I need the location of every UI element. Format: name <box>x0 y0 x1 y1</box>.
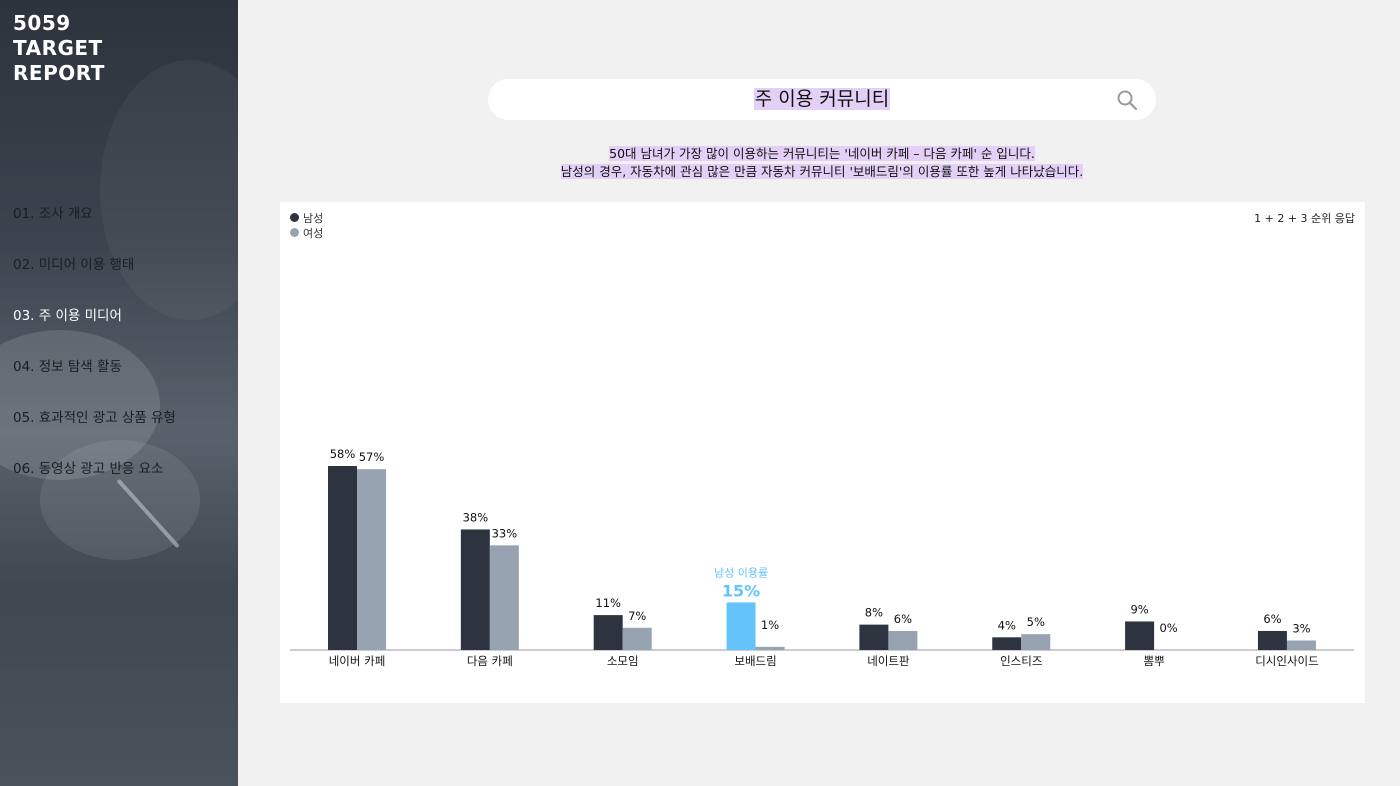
legend-item-male: 남성 <box>290 210 323 225</box>
background-figure-shape <box>100 60 238 320</box>
brand-line-3: REPORT <box>13 61 105 85</box>
data-label-male: 8% <box>865 606 883 620</box>
bar-female <box>888 630 918 650</box>
bar-male <box>1257 630 1287 650</box>
highlight-caption: 남성 이용률 <box>714 566 768 579</box>
bar-male <box>992 637 1022 650</box>
legend-label-female: 여성 <box>303 226 324 240</box>
description-line-1: 50대 남녀가 가장 많이 이용하는 커뮤니티는 '네이버 카페 – 다음 카페… <box>609 146 1035 161</box>
category-label: 네이트판 <box>867 654 910 668</box>
data-label-female: 57% <box>359 450 385 464</box>
bar-female <box>1286 640 1316 650</box>
sidebar-nav: 01. 조사 개요 02. 미디어 이용 행태 03. 주 이용 미디어 04.… <box>13 203 176 509</box>
search-icon[interactable] <box>1116 89 1138 111</box>
nav-item-media-usage[interactable]: 02. 미디어 이용 행태 <box>13 257 135 273</box>
data-label-male: 58% <box>330 447 356 461</box>
data-label-male: 11% <box>595 596 621 610</box>
chart-note: 1 + 2 + 3 순위 응답 <box>1254 212 1355 225</box>
sidebar: 5059 TARGET REPORT 01. 조사 개요 02. 미디어 이용 … <box>0 0 238 786</box>
description-line-2: 남성의 경우, 자동차에 관심 많은 만큼 자동차 커뮤니티 '보배드림'의 이… <box>560 164 1084 179</box>
data-label-male: 9% <box>1130 602 1148 616</box>
category-label: 뽐뿌 <box>1144 654 1165 668</box>
category-label: 소모임 <box>607 654 639 668</box>
data-label-male: 38% <box>463 510 489 524</box>
legend-swatch-female <box>290 228 299 237</box>
brand-line-2: TARGET <box>13 36 103 60</box>
data-label-female: 1% <box>761 618 779 632</box>
legend-label-male: 남성 <box>303 211 324 225</box>
bar-female <box>1021 634 1051 650</box>
bar-female <box>755 646 785 650</box>
page-title: 주 이용 커뮤니티 <box>753 88 891 110</box>
chart-legend: 남성 여성 <box>290 210 323 240</box>
category-label: 다음 카페 <box>467 654 513 668</box>
bar-chart: 58% 57% 네이버 카페 38%33% 다음 카페 11% 7% 소모임 15% 남성 이용률… <box>290 447 1354 668</box>
legend-swatch-male <box>290 213 299 222</box>
data-label-female: 0% <box>1159 621 1177 635</box>
data-label-female: 5% <box>1027 615 1045 629</box>
bar-female <box>489 545 519 650</box>
data-label-female: 7% <box>628 609 646 623</box>
brand-logo[interactable]: 5059 TARGET REPORT <box>13 11 105 86</box>
data-label-female: 6% <box>894 612 912 626</box>
nav-item-survey-overview[interactable]: 01. 조사 개요 <box>13 206 93 222</box>
search-bar[interactable]: 주 이용 커뮤니티 <box>488 79 1156 120</box>
category-label: 네이버 카페 <box>329 654 386 668</box>
data-label-female: 33% <box>492 526 518 540</box>
background-hand-shape <box>0 330 160 480</box>
data-label-highlight: 15% <box>722 581 760 600</box>
category-label: 인스티즈 <box>1000 654 1042 668</box>
description: 50대 남녀가 가장 많이 이용하는 커뮤니티는 '네이버 카페 – 다음 카페… <box>488 145 1156 181</box>
bar-male <box>593 615 623 650</box>
data-label-male: 6% <box>1263 612 1281 626</box>
bar-female <box>622 627 652 650</box>
nav-item-info-search[interactable]: 04. 정보 탐색 활동 <box>13 359 122 375</box>
bar-female <box>357 469 386 650</box>
bar-male <box>328 466 357 650</box>
bar-male <box>726 602 756 650</box>
nav-item-main-media[interactable]: 03. 주 이용 미디어 <box>13 308 122 324</box>
brand-line-1: 5059 <box>13 11 71 35</box>
data-label-male: 4% <box>998 618 1016 632</box>
legend-item-female: 여성 <box>290 225 323 240</box>
bar-male <box>460 529 490 650</box>
category-label: 디시인사이드 <box>1255 654 1318 668</box>
category-label: 보배드림 <box>734 654 776 668</box>
nav-item-ad-products[interactable]: 05. 효과적인 광고 상품 유형 <box>13 410 176 426</box>
nav-item-video-ad-response[interactable]: 06. 동영상 광고 반응 요소 <box>13 461 164 477</box>
bar-male <box>1125 621 1155 650</box>
bar-male <box>859 624 889 650</box>
data-label-female: 3% <box>1292 621 1310 635</box>
chart-panel: 남성 여성 1 + 2 + 3 순위 응답 58% 57% 네이버 카페 38% 33%… <box>280 202 1365 703</box>
